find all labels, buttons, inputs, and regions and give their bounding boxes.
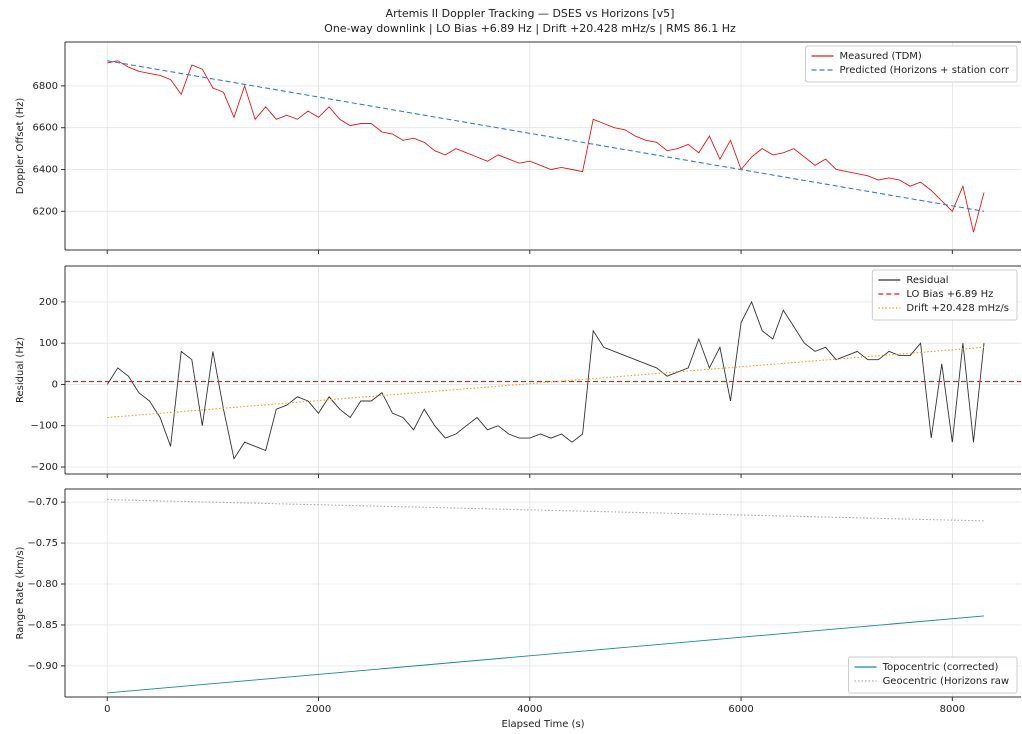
legend-label: LO Bias +6.89 Hz [906,289,993,300]
y-tick-label: 6400 [33,165,58,176]
figure-subtitle: One-way downlink | LO Bias +6.89 Hz | Dr… [324,22,736,35]
series-line [107,346,985,419]
y-tick-label: −0.90 [27,661,58,672]
series-line [107,60,985,212]
series-line [107,60,985,233]
y-tick-label: 200 [39,297,58,308]
y-axis-label: Residual (Hz) [15,337,26,403]
x-tick-label: 2000 [306,704,331,715]
y-axis-label: Doppler Offset (Hz) [15,98,26,195]
legend: Residual LO Bias +6.89 Hz Drift +20.428 mH… [871,269,1018,321]
y-tick-label: −0.85 [27,620,58,631]
legend-box [871,269,1018,321]
legend-label: Geocentric (Horizons raw [883,676,1009,687]
y-axis-label: Range Rate (km/s) [15,546,26,639]
x-tick-label: 8000 [940,704,965,715]
series-line [107,615,985,694]
y-tick-label: −0.70 [27,497,58,508]
y-tick-label: 6200 [33,206,58,217]
x-tick-label: 4000 [517,704,542,715]
y-tick-label: 6800 [33,81,58,92]
x-tick-label: 6000 [728,704,753,715]
series-line [107,499,985,522]
legend-box [805,45,1018,83]
y-tick-label: 6600 [33,123,58,134]
legend: Measured (TDM) Predicted (Horizons + stat… [805,45,1018,83]
x-axis-label: Elapsed Time (s) [501,719,584,730]
legend-label: Residual [906,275,948,286]
y-tick-label: −100 [31,421,58,432]
legend-label: Predicted (Horizons + station corr [840,65,1010,76]
y-tick-label: −200 [31,462,58,473]
legend-label: Measured (TDM) [840,51,922,62]
legend-label: Topocentric (corrected) [882,662,999,673]
figure-title: Artemis II Doppler Tracking — DSES vs Ho… [386,7,675,20]
legend-label: Drift +20.428 mHz/s [906,303,1009,314]
legend: Topocentric (corrected) Geocentric (Horiz… [848,656,1018,694]
series-line [106,300,985,460]
x-tick-label: 0 [104,704,110,715]
y-tick-label: −0.75 [27,538,58,549]
y-tick-label: 0 [52,379,58,390]
y-tick-label: −0.80 [27,579,58,590]
legend-box [848,656,1018,694]
y-tick-label: 100 [39,338,58,349]
